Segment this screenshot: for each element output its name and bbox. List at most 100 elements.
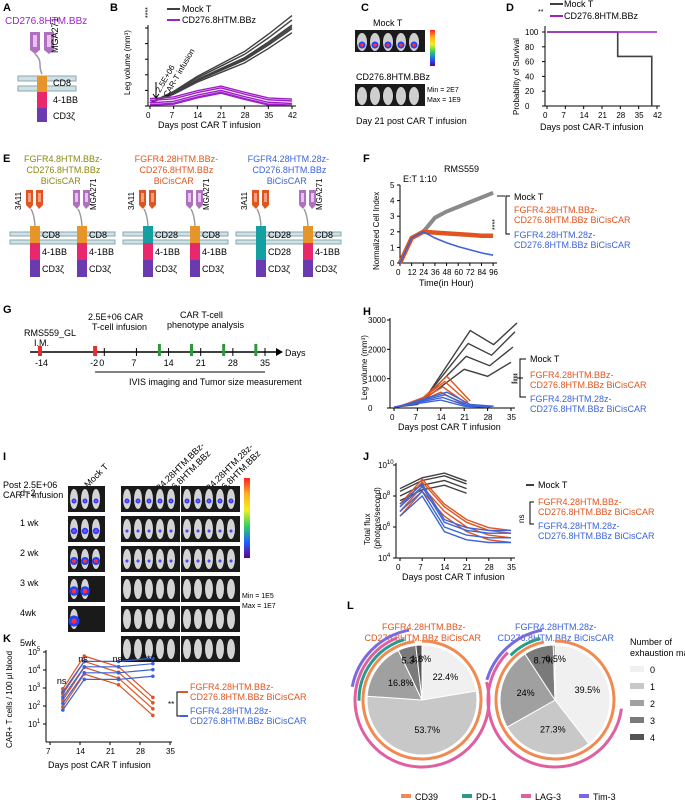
panel-c-max: Max = 1E9 <box>427 97 461 104</box>
panel-i-mouse <box>205 609 213 629</box>
panel-g-phenotype-mark <box>222 344 226 356</box>
panel-b-xtick-label: 42 <box>288 111 297 120</box>
panel-i-mouse <box>227 609 235 629</box>
panel-i-signal-core <box>94 499 98 503</box>
panel-e-domain-4-1BB <box>143 243 153 260</box>
panel-i-grid: d -2 1 wk 2 wk 3 wk 4wk 5wk <box>20 486 240 662</box>
panel-e-scfv-name: MGA271 <box>315 178 324 210</box>
panel-e-scfv-cdr <box>75 193 78 202</box>
panel-h-xtick-label: 0 <box>390 413 395 422</box>
panel-label-b: B <box>110 2 118 14</box>
panel-j-series-line <box>399 472 467 490</box>
panel-i-signal-core <box>230 560 232 562</box>
panel-d-lines <box>547 31 657 106</box>
panel-g-phenotype-mark <box>190 344 194 356</box>
panel-l-slice <box>421 644 477 701</box>
panel-e-title: BiCisCAR <box>154 176 195 186</box>
panel-i-signal-core <box>147 499 151 503</box>
panel-g-tick-label: -14 <box>35 358 48 368</box>
panel-label-j: J <box>363 451 369 463</box>
panel-f-ytick-label: 2 <box>390 228 395 237</box>
panel-l-marker-label: CD39 <box>415 792 438 802</box>
panel-f-ytick-label: 4 <box>390 197 395 206</box>
panel-label-e: E <box>3 153 10 165</box>
panel-l-slice-label: 27.3% <box>540 725 566 735</box>
panel-k-point <box>151 656 155 661</box>
panel-j-series-line <box>399 490 512 544</box>
panel-i-row-label: 2 wk <box>20 548 39 558</box>
panel-c-scale-bar <box>430 30 435 66</box>
panel-h-xtick-label: 14 <box>437 413 446 422</box>
panel-c-mouse <box>396 87 406 105</box>
panel-k-point <box>61 708 65 712</box>
panel-e-scfv-cdr <box>264 193 267 202</box>
panel-j-series-line <box>399 494 511 544</box>
panel-i-signal-core <box>148 530 150 532</box>
panel-d-xtick-label: 35 <box>635 111 644 120</box>
panel-a-title: CD276.8HTM.BBz <box>5 16 87 27</box>
panel-h-series-line <box>397 331 516 408</box>
panel-i-mouse <box>227 639 235 659</box>
panel-h-sig: * <box>511 381 518 384</box>
panel-k-ytick-exp: 3 <box>37 683 41 689</box>
panel-e-membrane <box>122 239 229 245</box>
panel-h-legend-bbz-1: FGFR4.28HTM.BBz- <box>530 370 614 380</box>
panel-i-signal-core <box>197 560 199 562</box>
panel-e-scfv-name: 3A11 <box>127 191 136 210</box>
panel-i-mouse <box>156 579 164 599</box>
panel-k-point <box>151 701 155 705</box>
panel-h-lines <box>393 322 518 408</box>
panel-e-scfv-cdr <box>188 193 191 202</box>
panel-h-xlabel: Days post CAR T infusion <box>398 422 501 432</box>
panel-h-ytick-label: 1000 <box>368 375 386 384</box>
panel-b-mock-line <box>149 26 293 104</box>
panel-i-dose: Post 2.5E+06 CAR T infusion <box>3 480 63 500</box>
panel-g-phenotype-2: phenotype analysis <box>167 320 245 330</box>
panel-i-mouse <box>194 639 202 659</box>
panel-j-series-line <box>399 479 467 497</box>
panel-l-marker-label: Tim-3 <box>593 792 616 802</box>
panel-g-infusion: 2.5E+06 CAR T-cell infusion <box>88 312 147 332</box>
panel-h-ticks: 0 7 14 21 28 35 0 1000 2000 3000 <box>368 316 516 422</box>
panel-i-mouse <box>216 609 224 629</box>
panel-i-mouse <box>216 579 224 599</box>
panel-i-mouse <box>134 609 142 629</box>
panel-k-bracket <box>176 691 180 717</box>
panel-i-row-label: 3 wk <box>20 578 39 588</box>
panel-e-membrane <box>235 239 342 245</box>
panel-j-sig: ns <box>517 515 526 523</box>
panel-l-slice <box>499 653 556 728</box>
panel-d-xtick-label: 14 <box>580 111 589 120</box>
panel-l-pie-title: CD276.8HTM.BBz BiCisCAR <box>498 633 615 643</box>
panel-k-xtick-label: 35 <box>166 747 175 756</box>
panel-g-tick-label: 7 <box>131 358 136 368</box>
panel-e-domain-label: CD3ζ <box>268 264 290 274</box>
panel-f-ylabel: Normalized Cell Index <box>372 192 381 270</box>
panel-f-xtick-label: 60 <box>454 268 463 277</box>
panel-j-series-line <box>399 478 512 532</box>
panel-h-legend-28z-2: CD276.8HTM.BBz BiCisCAR <box>530 404 647 414</box>
panel-d-sig: ** <box>538 9 544 16</box>
panel-d-mock-curve <box>547 31 653 106</box>
panel-k-point <box>82 677 87 682</box>
panel-h-xtick-label: 28 <box>484 413 493 422</box>
panel-f-ytick-label: 0 <box>390 259 395 268</box>
panel-c-mock-label: Mock T <box>373 18 403 28</box>
panel-b-lines <box>149 14 293 106</box>
panel-b-mock-line <box>149 14 293 104</box>
panel-i-mouse <box>167 609 175 629</box>
panel-i-signal-core <box>186 560 188 562</box>
panel-j-bracket <box>529 501 534 525</box>
panel-e-scfv-cdr <box>301 193 304 202</box>
panel-b-ticks: 0 7 14 21 28 35 42 <box>145 27 297 120</box>
panel-h-xtick-label: 35 <box>507 413 516 422</box>
panel-l-pies: FGFR4.28HTM.BBz-CD276.8HTM.BBz BiCisCAR2… <box>350 622 623 769</box>
panel-k-point <box>151 713 155 718</box>
panel-d-xlabel: Days post CAR-T infusion <box>540 122 643 132</box>
panel-i-mouse <box>167 579 175 599</box>
